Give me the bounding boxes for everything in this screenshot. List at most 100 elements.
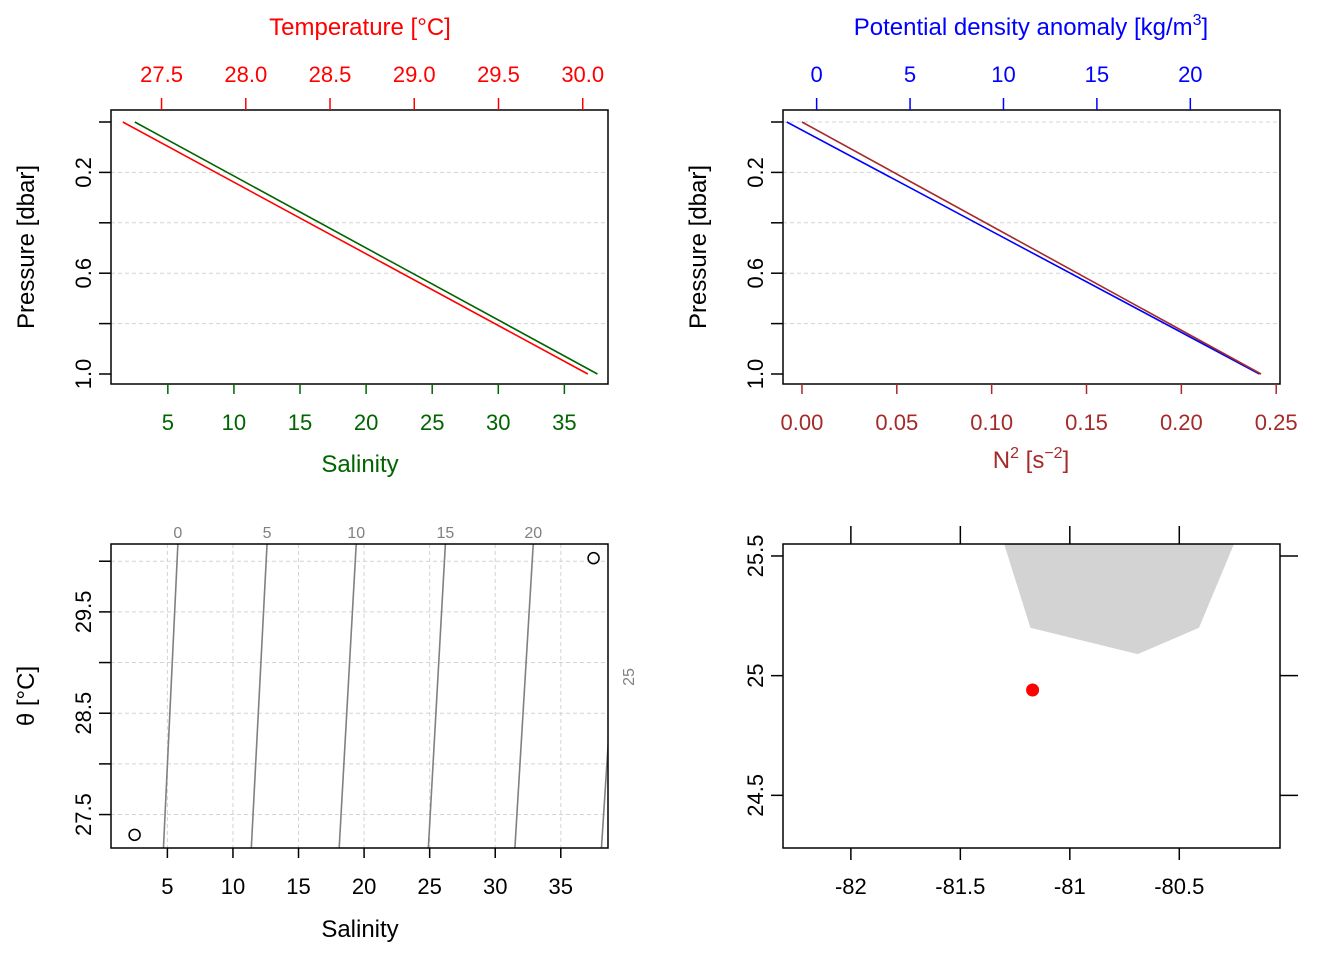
profile-n2-density-panel: 0.00 0.05 0.10 0.15 0.20 0.25 0 5 10 15 20 0.2 0.6 1.… [685, 12, 1298, 474]
temperature-tick-label: 29.5 [477, 62, 520, 87]
isopycnal-line [600, 734, 608, 848]
ts-salinity-tick-label: 10 [221, 874, 245, 899]
temperature-tick-label: 29.0 [393, 62, 436, 87]
isopycnal-line [162, 544, 179, 848]
pressure-tick-label: 1.0 [71, 359, 96, 390]
n2-tick-label: 0.00 [781, 410, 824, 435]
pressure-tick-label: 0.2 [71, 157, 96, 188]
longitude-tick-label: -80.5 [1154, 874, 1204, 899]
land-polygon [1004, 544, 1234, 655]
p2-grid [783, 121, 1280, 325]
density-tick-label: 10 [991, 62, 1015, 87]
theta-axis-title: θ [°C] [13, 666, 40, 726]
pressure-tick-label: 0.6 [743, 258, 768, 289]
salinity-tick-label: 5 [162, 410, 174, 435]
ts-salinity-tick-label: 15 [286, 874, 310, 899]
salinity-tick-label: 30 [486, 410, 510, 435]
density-tick-label: 15 [1085, 62, 1109, 87]
p3-frame [110, 543, 609, 849]
temperature-tick-label: 30.0 [561, 62, 604, 87]
ts-point [587, 551, 600, 565]
ts-salinity-tick-label: 35 [549, 874, 573, 899]
temperature-tick-label: 28.5 [309, 62, 352, 87]
density-title-main: Potential density anomaly [kg/m [854, 14, 1193, 41]
p2-pressure-axis-title: Pressure [dbar] [685, 165, 712, 329]
n2-title-end: ] [1063, 447, 1070, 474]
p3-isopycnals: 0 5 10 15 20 25 [162, 525, 638, 848]
p3-grid [111, 544, 608, 848]
n2-line [801, 121, 1262, 375]
theta-tick-label: 29.5 [71, 590, 96, 633]
isopycnal-line [338, 544, 358, 848]
n2-title-mid: [s [1019, 447, 1044, 474]
n2-title-main: N [993, 447, 1010, 474]
longitude-tick-label: -81 [1054, 874, 1086, 899]
temperature-line [122, 121, 589, 375]
ts-salinity-tick-label: 20 [352, 874, 376, 899]
pressure-tick-label: 1.0 [743, 359, 768, 390]
n2-axis-title: N2 [s−2] [993, 445, 1070, 474]
p2-axes: 0.00 0.05 0.10 0.15 0.20 0.25 0 5 10 15 20 0.2 0.6 1.… [743, 62, 1298, 435]
ts-diagram-panel: 0 5 10 15 20 25 5 10 15 20 25 30 35 27.5 28.5 29.5 Sal… [13, 525, 638, 943]
salinity-axis-title: Salinity [321, 451, 398, 478]
theta-tick-label: 28.5 [71, 692, 96, 735]
density-line [786, 121, 1260, 375]
isopycnal-lines [162, 544, 608, 848]
ts-salinity-tick-label: 5 [161, 874, 173, 899]
p1-series [122, 121, 598, 375]
isopycnal-label: 5 [263, 525, 272, 542]
p1-axes: 5 10 15 20 25 30 35 27.5 28.0 28.5 29.0 29.5 30.0 0.2… [71, 62, 604, 435]
ts-point [128, 828, 141, 842]
station-map-panel: -82 -81.5 -81 -80.5 24.5 25 25.5 [743, 526, 1298, 899]
n2-tick-label: 0.20 [1160, 410, 1203, 435]
profile-salinity-temperature-panel: 5 10 15 20 25 30 35 27.5 28.0 28.5 29.0 29.5 30.0 0.2… [13, 14, 609, 478]
isopycnal-line [250, 544, 268, 848]
ts-salinity-tick-label: 25 [417, 874, 441, 899]
salinity-tick-label: 20 [354, 410, 378, 435]
n2-title-sup: 2 [1010, 445, 1019, 462]
density-tick-label: 20 [1178, 62, 1202, 87]
salinity-tick-label: 10 [222, 410, 246, 435]
latitude-tick-label: 25.5 [743, 535, 768, 578]
p4-land [1004, 544, 1234, 655]
density-title-sup: 3 [1193, 12, 1202, 29]
isopycnal-line [427, 544, 447, 848]
p1-grid [111, 171, 608, 325]
p4-axes: -82 -81.5 -81 -80.5 24.5 25 25.5 [743, 526, 1298, 899]
isopycnal-label: 25 [621, 668, 638, 686]
temperature-axis-title: Temperature [°C] [269, 14, 451, 41]
salinity-line [134, 121, 598, 375]
density-tick-label: 5 [904, 62, 916, 87]
station-marker [1026, 683, 1040, 697]
longitude-tick-label: -81.5 [935, 874, 985, 899]
n2-tick-label: 0.15 [1065, 410, 1108, 435]
isopycnal-label: 20 [524, 525, 542, 542]
latitude-tick-label: 25 [743, 663, 768, 687]
salinity-tick-label: 15 [288, 410, 312, 435]
isopycnal-line [514, 544, 535, 848]
salinity-tick-label: 25 [420, 410, 444, 435]
density-title-end: ] [1202, 14, 1209, 41]
p4-station [1026, 683, 1040, 697]
ts-salinity-tick-label: 30 [483, 874, 507, 899]
pressure-tick-label: 0.6 [71, 258, 96, 289]
n2-title-sup2: −2 [1044, 445, 1062, 462]
theta-tick-label: 27.5 [71, 793, 96, 836]
temperature-tick-label: 28.0 [224, 62, 267, 87]
n2-tick-label: 0.10 [970, 410, 1013, 435]
latitude-tick-label: 24.5 [743, 774, 768, 817]
temperature-tick-label: 27.5 [140, 62, 183, 87]
isopycnal-label: 15 [436, 525, 454, 542]
p4-frame [782, 543, 1281, 849]
p3-points [128, 551, 600, 842]
p1-frame [110, 109, 609, 385]
pressure-tick-label: 0.2 [743, 157, 768, 188]
isopycnal-label: 0 [173, 525, 182, 542]
p2-frame [782, 109, 1281, 385]
density-axis-title: Potential density anomaly [kg/m3] [854, 12, 1208, 41]
p3-axes: 5 10 15 20 25 30 35 27.5 28.5 29.5 [71, 560, 573, 899]
salinity-tick-label: 35 [552, 410, 576, 435]
p2-series [786, 121, 1262, 375]
p1-pressure-axis-title: Pressure [dbar] [13, 165, 40, 329]
